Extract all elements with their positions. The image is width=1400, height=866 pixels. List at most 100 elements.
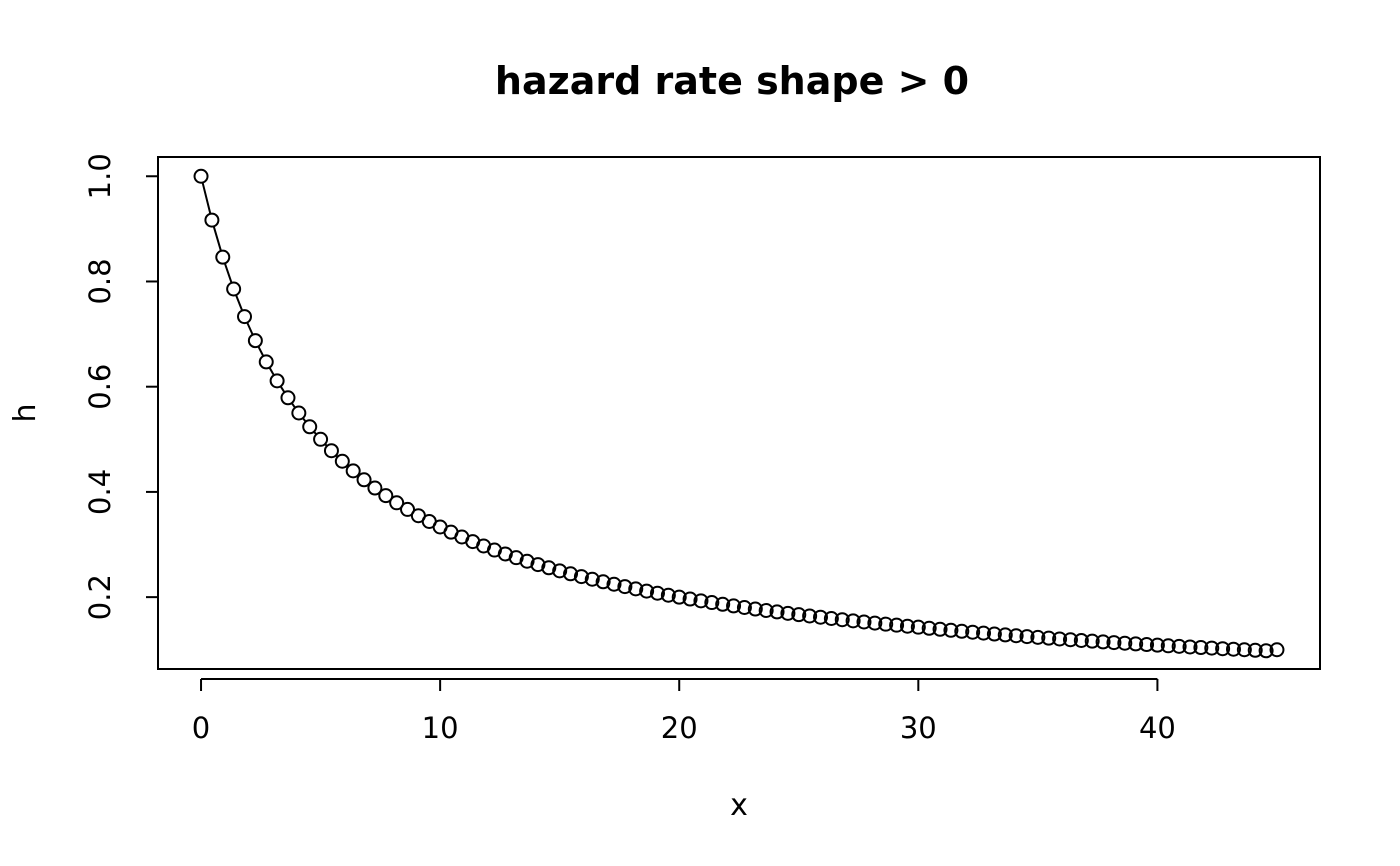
data-point [932,621,948,637]
data-point [530,557,546,573]
data-point [715,596,731,612]
data-point [889,617,905,633]
data-point [976,625,992,641]
plot-frame [157,156,1321,670]
data-point [356,472,372,488]
data-point [573,569,589,585]
data-point [345,463,361,479]
data-point [291,405,307,421]
data-point [606,576,622,592]
data-point [584,571,600,587]
x-axis: 0 10 20 30 40 [192,678,1176,745]
data-point [1258,643,1274,659]
data-point [1073,632,1089,648]
data-point [1215,641,1231,657]
data-point [1193,640,1209,656]
data-point [736,599,752,615]
y-tick-label: 0.8 [83,258,117,304]
data-point [704,595,720,611]
data-point [226,281,242,297]
data-point [1106,635,1122,651]
data-point [1128,636,1144,652]
data-point [269,373,285,389]
data-point [769,604,785,620]
data-point [193,168,209,184]
data-point [921,620,937,636]
data-point [1204,640,1220,656]
x-tick-label: 20 [661,711,698,745]
data-point [639,583,655,599]
data-point [1041,630,1057,646]
data-point [302,419,318,435]
x-tick-label: 40 [1139,711,1176,745]
data-point [649,585,665,601]
data-point [313,431,329,447]
data-point [541,560,557,576]
y-axis: 0.2 0.4 0.6 0.8 1.0 [83,153,159,620]
data-point [378,488,394,504]
data-point [780,605,796,621]
chart-title: hazard rate shape > 0 [495,59,969,103]
data-point [1149,637,1165,653]
data-point [1030,629,1046,645]
data-point [856,614,872,630]
data-point [1139,637,1155,653]
data-point [617,579,633,595]
data-points [193,168,1285,659]
data-point [758,602,774,618]
data-point [845,613,861,629]
y-tick-label: 0.2 [83,574,117,620]
data-point [747,601,763,617]
data-point [628,581,644,597]
x-tick-label: 30 [900,711,937,745]
data-point [899,618,915,634]
data-point [671,589,687,605]
y-axis-label: h [8,403,43,422]
data-point [834,612,850,628]
data-point [1095,634,1111,650]
data-point [1052,631,1068,647]
data-point [986,626,1002,642]
data-point [1236,642,1252,658]
data-point [258,354,274,370]
data-point [552,563,568,579]
y-tick-label: 1.0 [83,153,117,199]
data-point [1225,641,1241,657]
data-point [563,566,579,582]
data-point [965,624,981,640]
data-point [367,480,383,496]
data-point [910,619,926,635]
x-axis-label: x [730,788,748,823]
data-point [1171,638,1187,654]
data-point [693,593,709,609]
data-point [1062,632,1078,648]
x-tick-label: 10 [422,711,459,745]
data-point [1160,638,1176,654]
data-point [237,309,253,325]
data-point [943,622,959,638]
data-point [1117,635,1133,651]
data-point [823,610,839,626]
data-point [1247,642,1263,658]
data-point [1019,629,1035,645]
series-line [201,182,392,500]
data-point [660,587,676,603]
data-point [1084,633,1100,649]
data-point [204,212,220,228]
data-point [1269,642,1285,658]
data-point [878,616,894,632]
data-point [334,453,350,469]
data-point [247,333,263,349]
data-point [1008,628,1024,644]
data-point [389,495,405,511]
data-point [215,249,231,265]
x-tick-label: 0 [192,711,210,745]
data-point [1182,639,1198,655]
data-point [726,598,742,614]
data-point [791,607,807,623]
data-point [400,501,416,517]
y-tick-label: 0.4 [83,469,117,515]
data-point [954,623,970,639]
data-point [867,615,883,631]
